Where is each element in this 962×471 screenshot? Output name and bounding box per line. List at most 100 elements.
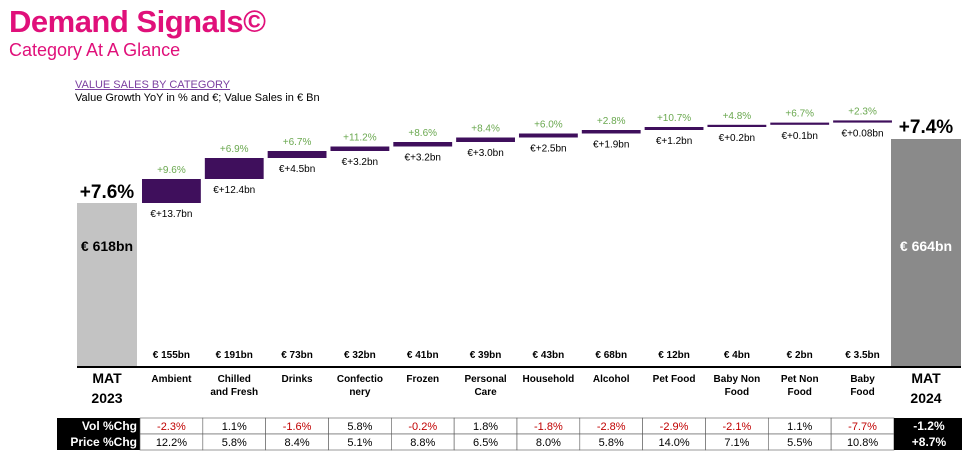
increment-label: €+1.2bn bbox=[656, 136, 692, 147]
increment-label: €+3.2bn bbox=[405, 153, 441, 164]
increment-label: €+0.2bn bbox=[719, 133, 755, 144]
growth-label: +6.7% bbox=[785, 109, 814, 120]
increment-bar bbox=[393, 142, 453, 147]
value-sales-label: € 4bn bbox=[724, 350, 750, 361]
start-growth-label: +7.6% bbox=[80, 182, 135, 203]
growth-label: +10.7% bbox=[657, 113, 691, 124]
category-label: Food bbox=[787, 387, 811, 398]
increment-label: €+2.5bn bbox=[530, 144, 566, 155]
value-sales-label: € 191bn bbox=[216, 350, 253, 361]
increment-label: €+13.7bn bbox=[150, 209, 192, 220]
increment-label: €+1.9bn bbox=[593, 140, 629, 151]
category-label: Food bbox=[725, 387, 749, 398]
value-sales-label: € 2bn bbox=[787, 350, 813, 361]
category-label: Care bbox=[474, 387, 497, 398]
category-label: Food bbox=[850, 387, 874, 398]
table-cell-value: 5.5% bbox=[787, 437, 812, 449]
category-label: and Fresh bbox=[210, 387, 258, 398]
end-label: MAT bbox=[911, 370, 941, 386]
increment-label: €+12.4bn bbox=[213, 185, 255, 196]
increment-bar bbox=[142, 179, 201, 203]
value-sales-label: € 3.5bn bbox=[845, 350, 879, 361]
value-sales-label: € 68bn bbox=[595, 350, 627, 361]
table-cell-value: 10.8% bbox=[847, 437, 878, 449]
table-cell-value: 5.8% bbox=[599, 437, 624, 449]
growth-label: +2.8% bbox=[597, 116, 626, 127]
category-label: Personal bbox=[464, 374, 506, 385]
value-sales-label: € 39bn bbox=[470, 350, 502, 361]
growth-label: +9.6% bbox=[157, 165, 186, 176]
start-bar bbox=[77, 203, 137, 366]
table-cell-value: 8.8% bbox=[410, 437, 435, 449]
table-total-value: -1.2% bbox=[913, 419, 945, 433]
brand-title: Demand Signals© bbox=[9, 4, 266, 39]
table-row-label-cell bbox=[57, 418, 140, 434]
table-cell-value: 1.1% bbox=[787, 421, 812, 433]
table-cell-value: 6.5% bbox=[473, 437, 498, 449]
increment-bar bbox=[456, 137, 515, 142]
growth-label: +2.3% bbox=[848, 106, 877, 117]
increment-bar bbox=[833, 120, 892, 123]
value-sales-label: € 41bn bbox=[407, 350, 439, 361]
end-growth-label: +7.4% bbox=[899, 117, 954, 138]
growth-label: +6.0% bbox=[534, 120, 563, 131]
increment-bar bbox=[644, 127, 704, 130]
increment-label: €+0.1bn bbox=[781, 131, 817, 142]
table-cell-value: 5.8% bbox=[222, 437, 247, 449]
table-cell-value: 8.0% bbox=[536, 437, 561, 449]
category-label: Drinks bbox=[282, 374, 314, 385]
table-cell-value: -2.1% bbox=[723, 421, 752, 433]
value-sales-label: € 32bn bbox=[344, 350, 376, 361]
increment-bar bbox=[581, 130, 641, 134]
start-label-year: 2023 bbox=[91, 390, 122, 406]
increment-bar bbox=[707, 124, 767, 127]
table-cell-value: -7.7% bbox=[848, 421, 877, 433]
brand-subtitle: Category At A Glance bbox=[9, 40, 181, 60]
increment-bar bbox=[518, 133, 578, 138]
value-sales-label: € 73bn bbox=[281, 350, 313, 361]
increment-bar bbox=[204, 158, 264, 179]
increment-label: €+0.08bn bbox=[842, 129, 884, 140]
category-label: Chilled bbox=[218, 374, 251, 385]
table-cell-value: 14.0% bbox=[658, 437, 689, 449]
category-label: Baby bbox=[850, 374, 875, 385]
table-cell-value: 12.2% bbox=[156, 437, 187, 449]
increment-label: €+3.0bn bbox=[467, 148, 503, 159]
table-total-cell bbox=[893, 434, 962, 450]
end-bar bbox=[891, 139, 961, 366]
value-sales-label: € 12bn bbox=[658, 350, 690, 361]
table-row-label: Vol %Chg bbox=[82, 419, 137, 433]
table-row-label-cell bbox=[57, 434, 140, 450]
table-cell-value: -1.8% bbox=[534, 421, 563, 433]
increment-label: €+3.2bn bbox=[342, 157, 378, 168]
table-cell-value: -2.3% bbox=[157, 421, 186, 433]
table-total-cell bbox=[893, 418, 962, 434]
start-value-label: € 618bn bbox=[81, 238, 133, 254]
table-cell-value: -1.6% bbox=[283, 421, 312, 433]
value-sales-label: € 155bn bbox=[153, 350, 190, 361]
category-label: Pet Food bbox=[653, 374, 696, 385]
category-label: Confectio bbox=[337, 374, 383, 385]
category-label: Frozen bbox=[406, 374, 439, 385]
table-cell-value: 7.1% bbox=[724, 437, 749, 449]
growth-label: +8.4% bbox=[471, 124, 500, 135]
category-label: Household bbox=[523, 374, 575, 385]
increment-bar bbox=[330, 146, 390, 151]
table-cell-value: 1.1% bbox=[222, 421, 247, 433]
category-label: nery bbox=[349, 387, 371, 398]
value-sales-label: € 43bn bbox=[533, 350, 565, 361]
start-label: MAT bbox=[92, 370, 122, 386]
chart-subtitle: Value Growth YoY in % and €; Value Sales… bbox=[75, 92, 320, 104]
table-cell-value: 5.1% bbox=[347, 437, 372, 449]
increment-bar bbox=[770, 122, 830, 125]
growth-label: +11.2% bbox=[343, 133, 377, 144]
increment-label: €+4.5bn bbox=[279, 164, 315, 175]
category-label: Alcohol bbox=[593, 374, 630, 385]
category-label: Baby Non bbox=[714, 374, 761, 385]
end-label-year: 2024 bbox=[910, 390, 941, 406]
chart-title-link[interactable]: VALUE SALES BY CATEGORY bbox=[75, 79, 231, 91]
table-cell-value: -0.2% bbox=[408, 421, 437, 433]
table-cell-value: 8.4% bbox=[285, 437, 310, 449]
growth-label: +4.8% bbox=[723, 111, 752, 122]
